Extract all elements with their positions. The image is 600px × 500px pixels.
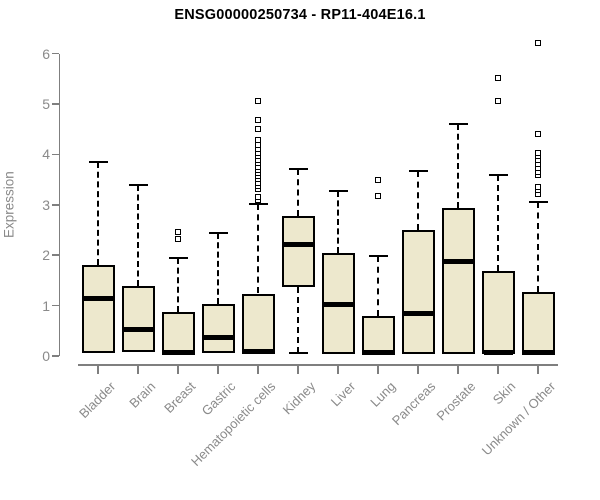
median-unknown-other	[523, 350, 553, 356]
upper-whisker-kidney	[297, 168, 299, 216]
upper-whisker-cap-pancreas	[408, 170, 428, 173]
y-tick-label: 6	[42, 45, 50, 62]
outlier-lung-0	[374, 192, 381, 199]
box-skin	[481, 271, 515, 355]
box-breast	[161, 311, 195, 355]
upper-whisker-cap-prostate	[448, 123, 468, 126]
x-tick	[457, 365, 459, 374]
y-tick-label: 5	[42, 96, 50, 112]
y-tick	[51, 52, 59, 55]
x-tick	[217, 365, 219, 374]
upper-whisker-cap-unknown-other	[528, 201, 548, 204]
median-breast	[163, 349, 193, 355]
x-tick	[297, 365, 299, 374]
outlier-hematopoietic-cells-17	[254, 125, 261, 132]
box-lung	[361, 315, 395, 355]
y-tick	[51, 254, 59, 256]
box-brain	[121, 286, 155, 352]
upper-whisker-cap-breast	[168, 256, 188, 259]
median-gastric	[203, 334, 233, 340]
y-tick-label: 0	[42, 348, 50, 364]
y-tick	[51, 103, 59, 105]
upper-whisker-liver	[337, 190, 339, 253]
outlier-hematopoietic-cells-19	[254, 97, 261, 104]
upper-whisker-skin	[497, 174, 499, 272]
y-tick-label: 3	[42, 196, 50, 213]
outlier-unknown-other-9	[534, 149, 541, 156]
y-tick	[51, 204, 59, 206]
outlier-lung-1	[374, 177, 381, 184]
outlier-unknown-other-10	[534, 130, 541, 137]
outlier-hematopoietic-cells-1	[254, 193, 261, 200]
outlier-hematopoietic-cells-16	[254, 136, 261, 143]
upper-whisker-pancreas	[417, 171, 419, 230]
box-hematopoietic-cells	[241, 293, 275, 355]
upper-whisker-bladder	[97, 161, 99, 266]
x-tick	[377, 365, 379, 374]
upper-whisker-cap-kidney	[288, 167, 308, 170]
y-axis-line	[58, 53, 60, 356]
x-tick	[137, 365, 139, 374]
outlier-hematopoietic-cells-18	[254, 116, 261, 123]
box-kidney	[281, 215, 315, 287]
x-tick	[97, 365, 99, 374]
box-bladder	[81, 265, 115, 354]
upper-whisker-cap-gastric	[208, 231, 228, 234]
x-tick	[497, 365, 499, 374]
outlier-unknown-other-2	[534, 183, 541, 190]
box-prostate	[441, 207, 475, 354]
median-liver	[323, 301, 353, 307]
lower-whisker-cap-kidney	[288, 352, 308, 355]
upper-whisker-cap-lung	[368, 255, 388, 258]
x-axis-line	[78, 364, 558, 366]
x-tick	[257, 365, 259, 374]
median-kidney	[283, 241, 313, 247]
chart-title: ENSG00000250734 - RP11-404E16.1	[174, 7, 426, 23]
outlier-skin-1	[494, 75, 501, 82]
x-tick	[177, 365, 179, 374]
box-unknown-other	[521, 292, 555, 355]
upper-whisker-cap-brain	[128, 183, 148, 186]
upper-whisker-hematopoietic-cells	[257, 203, 259, 294]
box-gastric	[201, 303, 235, 354]
lower-whisker-kidney	[297, 286, 299, 354]
upper-whisker-prostate	[457, 124, 459, 208]
upper-whisker-cap-liver	[328, 189, 348, 192]
x-tick	[537, 365, 539, 374]
upper-whisker-breast	[177, 257, 179, 312]
upper-whisker-unknown-other	[537, 202, 539, 293]
y-tick	[51, 355, 59, 357]
box-pancreas	[401, 230, 435, 354]
median-pancreas	[403, 310, 433, 316]
outlier-breast-1	[174, 229, 181, 236]
upper-whisker-lung	[377, 256, 379, 316]
y-tick-label: 2	[42, 247, 50, 264]
median-brain	[123, 327, 153, 333]
y-tick	[51, 304, 59, 307]
upper-whisker-gastric	[217, 232, 219, 304]
outlier-breast-0	[174, 235, 181, 242]
upper-whisker-cap-bladder	[88, 160, 108, 163]
median-hematopoietic-cells	[243, 349, 273, 355]
median-skin	[483, 349, 513, 355]
upper-whisker-cap-hematopoietic-cells	[248, 202, 268, 205]
x-tick	[417, 365, 419, 374]
outlier-skin-0	[494, 97, 501, 104]
y-tick-label: 4	[42, 146, 50, 163]
y-tick	[51, 153, 59, 156]
upper-whisker-brain	[137, 184, 139, 287]
median-bladder	[83, 295, 113, 301]
outlier-unknown-other-11	[534, 40, 541, 47]
median-lung	[363, 350, 393, 356]
y-tick-label: 1	[42, 297, 50, 314]
x-tick	[337, 365, 339, 374]
upper-whisker-cap-skin	[488, 173, 508, 176]
median-prostate	[443, 258, 473, 264]
